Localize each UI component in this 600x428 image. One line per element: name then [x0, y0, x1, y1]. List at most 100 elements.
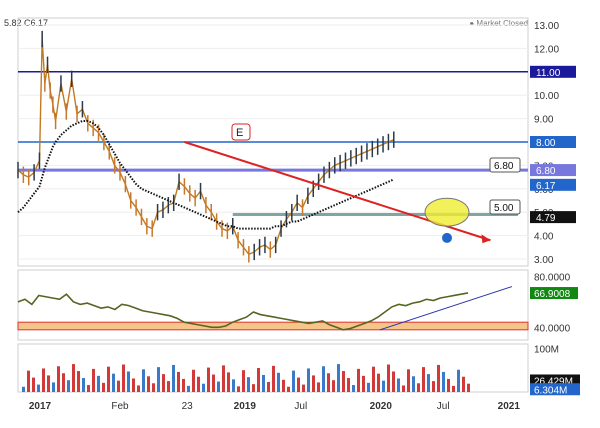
volume-bar [202, 383, 205, 392]
last-tag-box [530, 178, 576, 191]
up-marker [442, 232, 452, 243]
price-tick-label: 3.00 [534, 255, 554, 266]
market-status: ● Market Closed [469, 19, 528, 28]
x-tick-label: 2020 [370, 401, 393, 412]
rsi-tick-label: 40.0000 [534, 323, 571, 334]
volume-bar [137, 385, 140, 392]
level-tag-label: 8.00 [536, 138, 556, 149]
rsi-band [17, 321, 529, 331]
volume-bar [382, 380, 385, 392]
volume-bar [227, 372, 230, 392]
volume-bar [62, 373, 65, 392]
volume-bar [372, 366, 375, 392]
volume-bar [52, 382, 55, 392]
x-tick-label: 2019 [234, 401, 257, 412]
volume-bar [207, 367, 210, 392]
x-tick-label: Jul [294, 401, 307, 412]
volume-bar [142, 369, 145, 392]
volume-bar [192, 369, 195, 392]
price-tick-label: 9.00 [534, 115, 554, 126]
volume-bar [277, 372, 280, 392]
rsi-last-label: 66.9008 [534, 289, 571, 300]
volume-bar [447, 378, 450, 392]
volume-bar [197, 376, 200, 392]
volume-bar [287, 386, 290, 392]
x-tick-label: 23 [182, 401, 194, 412]
volume-bar [132, 378, 135, 392]
volume-bar [457, 369, 460, 392]
volume-bar [397, 378, 400, 392]
volume-bar [42, 368, 45, 392]
volume-bar [312, 375, 315, 392]
volume-bar [127, 371, 130, 392]
volume-bar [77, 371, 80, 392]
volume-bar [92, 368, 95, 392]
volume-bar [182, 378, 185, 392]
price-tick-label: 4.00 [534, 232, 554, 243]
volume-bar [242, 370, 245, 392]
volume-bar [322, 366, 325, 392]
callout-label: 5.00 [494, 203, 514, 214]
volume-bar [187, 385, 190, 392]
volume-bar [262, 374, 265, 392]
volume-last2-label: 6.304M [534, 385, 567, 396]
volume-bar [267, 381, 270, 392]
volume-bar [237, 386, 240, 392]
x-tick-label: 2017 [29, 401, 52, 412]
volume-bar [97, 375, 100, 392]
volume-bar [102, 382, 105, 392]
volume-bar [147, 376, 150, 392]
highlight-ellipse [424, 197, 470, 227]
volume-bar [107, 366, 110, 392]
rsi-tick-label: 80.0000 [534, 272, 571, 283]
level-tag-label: 6.80 [536, 166, 556, 177]
volume-bar [327, 373, 330, 392]
level-tag-box [530, 136, 576, 148]
volume-bar [212, 374, 215, 392]
volume-tick-label: 100M [534, 344, 559, 355]
volume-bar [57, 366, 60, 392]
volume-bar [427, 374, 430, 392]
last-tag-label: 6.17 [536, 181, 556, 192]
volume-bar [467, 383, 470, 392]
volume-bar [32, 377, 35, 392]
volume-bar [402, 385, 405, 392]
volume-bar [452, 385, 455, 392]
volume-bar [87, 385, 90, 392]
volume-bar [407, 369, 410, 392]
price-tick-label: 10.00 [534, 91, 559, 102]
level-tag-box [530, 164, 576, 177]
volume-bar [437, 364, 440, 392]
volume-bar [152, 383, 155, 392]
rsi-trend-arrow [379, 286, 513, 331]
rsi-last-box [530, 287, 578, 300]
rsi-line [17, 292, 469, 331]
volume-bar [297, 377, 300, 392]
volume-bar [292, 370, 295, 392]
price-tick-label: 13.00 [534, 21, 559, 32]
volume-bar [122, 364, 125, 392]
volume-bar [257, 368, 260, 392]
callout-box [489, 157, 521, 173]
panel-frame-rsi [17, 269, 529, 341]
callout-box [489, 199, 521, 215]
volume-last2-box [530, 383, 580, 396]
volume-bar [332, 380, 335, 392]
volume-bar [162, 374, 165, 392]
volume-bar [432, 381, 435, 392]
volume-bar [27, 370, 30, 392]
volume-bar [167, 381, 170, 392]
volume-bar [362, 375, 365, 392]
volume-bar [317, 382, 320, 392]
volume-bar [37, 384, 40, 392]
volume-bar [232, 379, 235, 392]
volume-bar [67, 380, 70, 392]
volume-bar [247, 377, 250, 392]
last-tag-label: 4.79 [536, 213, 556, 224]
trend-arrowhead [481, 234, 491, 244]
volume-bar [217, 381, 220, 392]
volume-bar [117, 380, 120, 392]
volume-bar [302, 384, 305, 392]
volume-bar [417, 383, 420, 392]
volume-last-label: 26.429M [534, 376, 573, 387]
